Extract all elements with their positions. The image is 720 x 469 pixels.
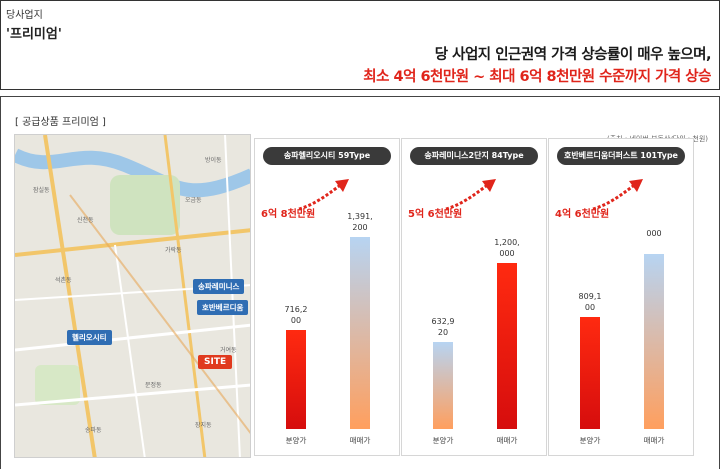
chart-panel-reminis: 송파레미니스2단지 84Type 632,9 20 분양가 1,200, 000 매매… (401, 138, 547, 456)
category-label: 매매가 (643, 436, 665, 445)
header-box: 당사업지 '프리미엄' 당 사업지 인근권역 가격 상승률이 매우 높으며, 최… (0, 0, 720, 90)
map-place: 신천동 (77, 217, 94, 224)
map-place: 방이동 (205, 157, 222, 164)
map-place: 문정동 (145, 382, 162, 389)
map-pin-songpa-reminis[interactable]: 송파레미니스 (193, 279, 245, 294)
category-label: 분양가 (285, 436, 307, 445)
bar-trade-price (644, 253, 664, 429)
premium-label: '프리미엄' (6, 27, 62, 42)
category-label: 분양가 (432, 436, 454, 445)
category-label: 매매가 (496, 436, 518, 445)
map-place: 가락동 (165, 247, 182, 254)
headline-highlight: 최소 4억 6천만원 ~ 최대 6억 8천만원 수준까지 가격 상승 (363, 69, 711, 85)
growth-annotation: 6억 8천만원 (261, 209, 316, 220)
bar-value-label: 1,391, 200 (347, 212, 373, 233)
bar-value-label: 716,2 00 (284, 305, 308, 326)
chart-title: 호반베르디움더퍼스트 101Type (557, 147, 685, 165)
bar-value-label: 809,1 00 (578, 292, 602, 313)
category-label: 분양가 (579, 436, 601, 445)
bar-value-label: 1,200, 000 (494, 238, 520, 259)
bar-sale-price (286, 330, 306, 429)
map-place: 송파동 (85, 427, 102, 434)
location-map: 잠실동 신천동 오금동 가락동 문정동 장지동 거여동 석촌동 방이동 송파동 … (14, 134, 251, 458)
headline-primary: 당 사업지 인근권역 가격 상승률이 매우 높으며, (434, 47, 712, 63)
chart-title: 송파헬리오시티 59Type (263, 147, 391, 165)
section-tag: [ 공급상품 프리미엄 ] (15, 117, 106, 128)
map-place: 잠실동 (33, 187, 50, 194)
bar-sale-price (580, 317, 600, 429)
map-pin-helio-city[interactable]: 헬리오시티 (67, 330, 112, 345)
chart-title: 송파레미니스2단지 84Type (410, 147, 538, 165)
map-place: 석촌동 (55, 277, 72, 284)
map-roads (15, 135, 250, 457)
site-label: 당사업지 (6, 10, 43, 21)
growth-annotation: 5억 6천만원 (408, 209, 463, 220)
map-place: 오금동 (185, 197, 202, 204)
bar-value-label: 632,9 20 (431, 316, 455, 337)
bar-sale-price (433, 341, 453, 429)
map-pin-hoban-berdium[interactable]: 호반베르디움 (197, 300, 249, 315)
growth-arrow-icon (592, 179, 643, 211)
chart-panel-helio: 송파헬리오시티 59Type 716,2 00 분양가 1,391, 200 매매가 6… (254, 138, 400, 456)
map-place: 거여동 (220, 347, 237, 354)
growth-arrow-icon (298, 179, 349, 211)
growth-annotation: 4억 6천만원 (555, 209, 610, 220)
category-label: 매매가 (349, 436, 371, 445)
map-place: 장지동 (195, 422, 212, 429)
bar-value-label: 000 (646, 228, 662, 238)
growth-arrow-icon (445, 179, 496, 211)
bar-trade-price (350, 237, 370, 429)
bar-trade-price (497, 263, 517, 429)
map-site-marker[interactable]: SITE (198, 355, 233, 369)
chart-panel-hoban: 호반베르디움더퍼스트 101Type 809,1 00 분양가 000 매매가 4억 6… (548, 138, 694, 456)
